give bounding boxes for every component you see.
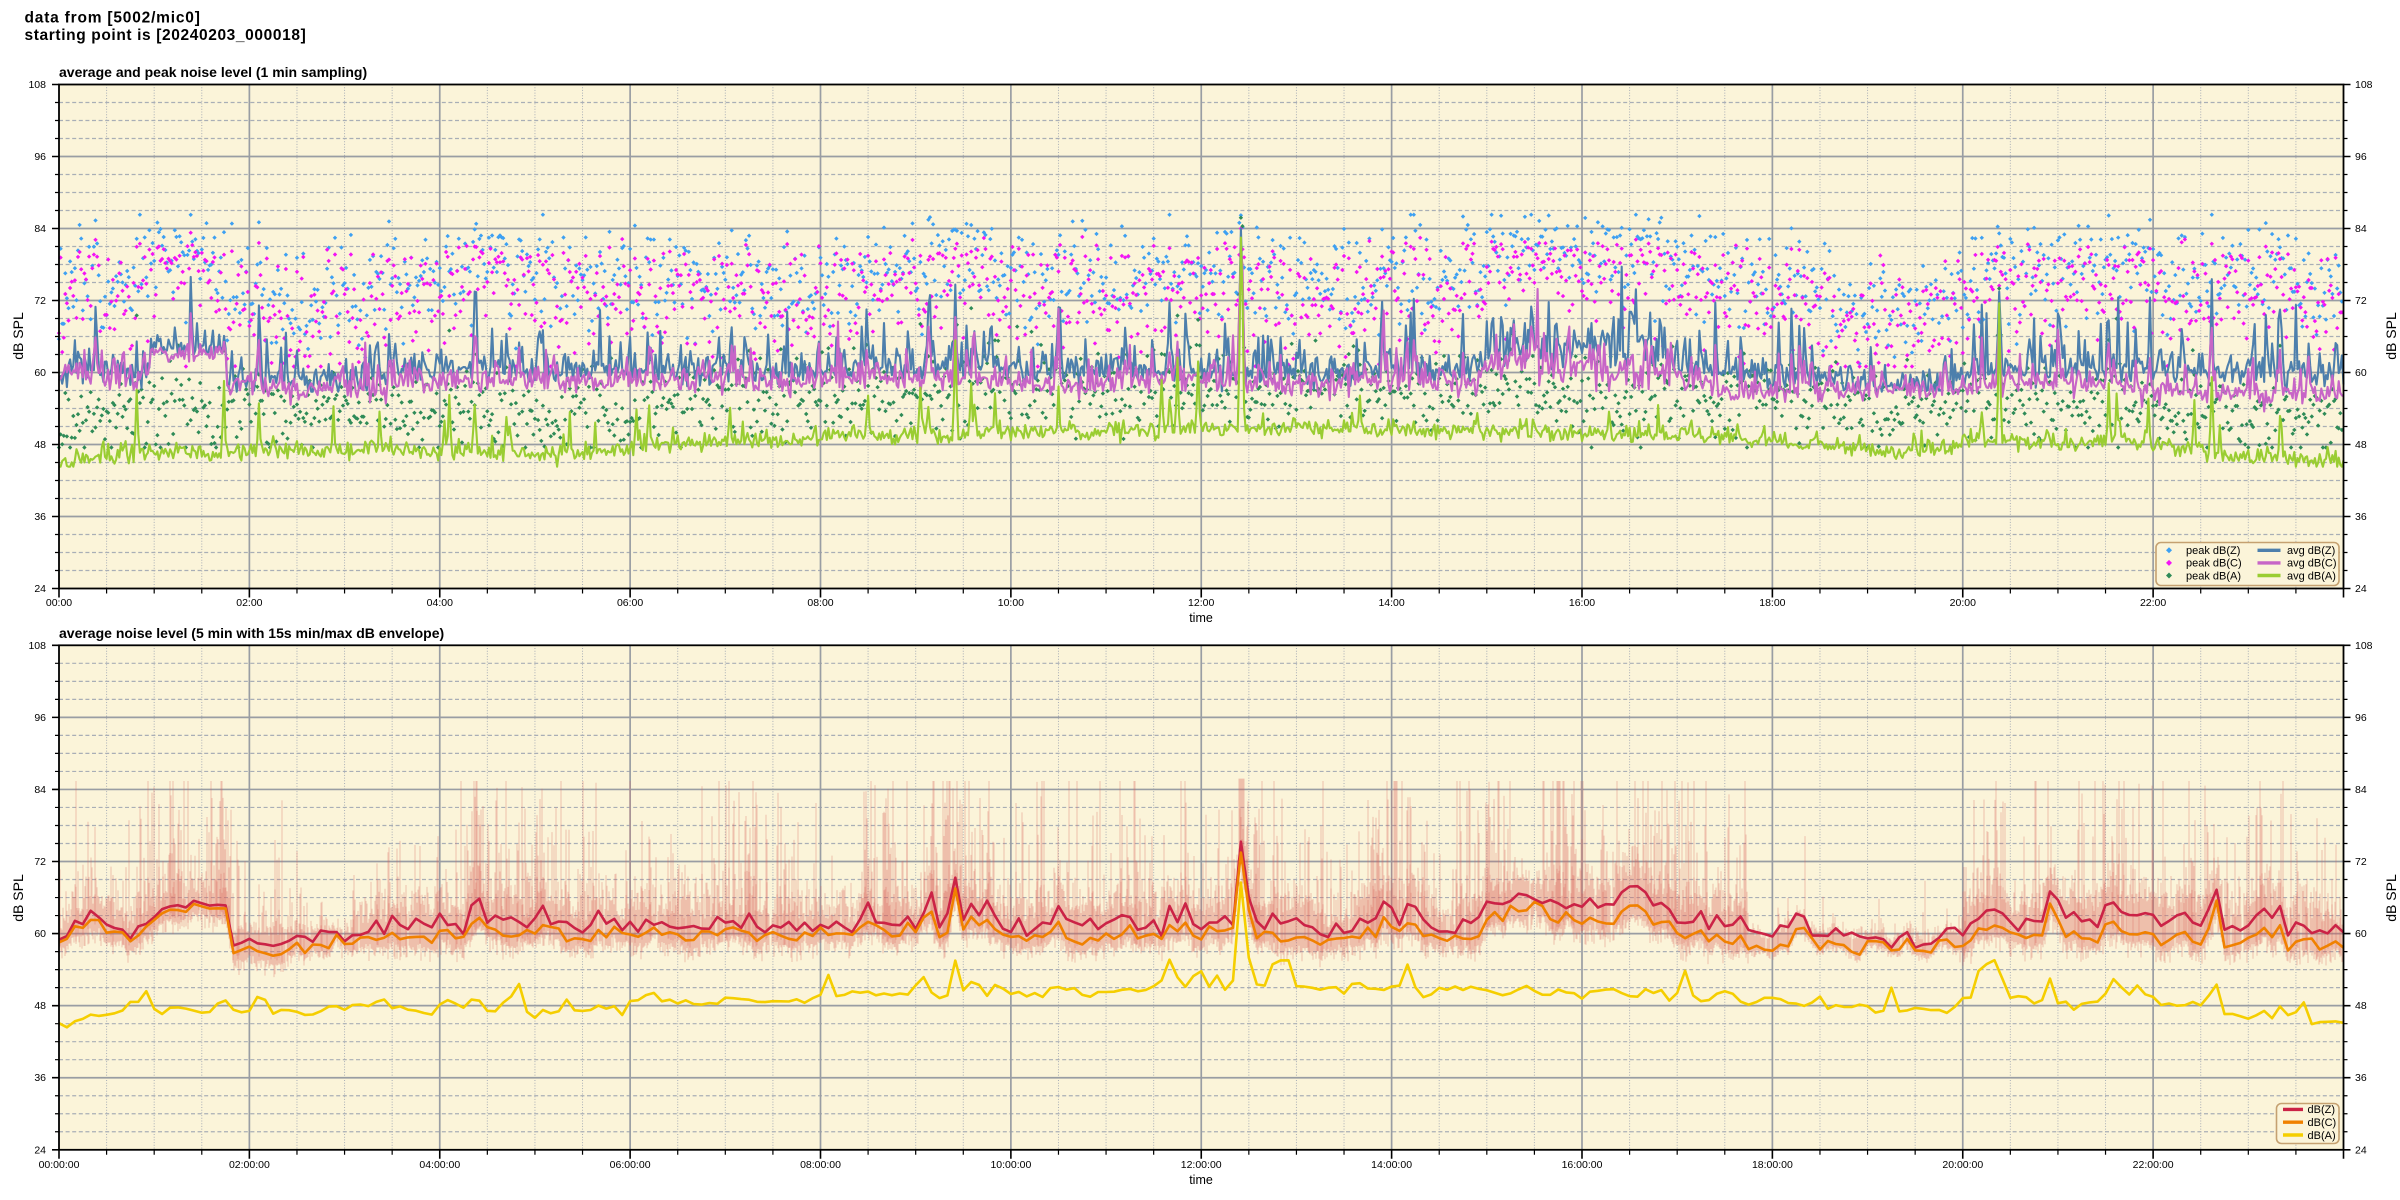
svg-text:96: 96 [2355, 712, 2367, 724]
svg-text:84: 84 [34, 784, 46, 796]
svg-text:08:00: 08:00 [807, 597, 833, 609]
svg-text:48: 48 [34, 1000, 46, 1012]
svg-text:14:00:00: 14:00:00 [1371, 1159, 1412, 1171]
svg-text:36: 36 [34, 511, 46, 523]
svg-text:avg dB(C): avg dB(C) [2287, 558, 2337, 570]
svg-text:60: 60 [2355, 928, 2367, 940]
svg-text:84: 84 [2355, 784, 2367, 796]
svg-text:time: time [1189, 611, 1213, 625]
svg-text:12:00: 12:00 [1188, 597, 1214, 609]
svg-text:avg dB(Z): avg dB(Z) [2287, 545, 2335, 557]
svg-text:00:00: 00:00 [46, 597, 72, 609]
svg-text:36: 36 [2355, 1072, 2367, 1084]
svg-text:16:00: 16:00 [1569, 597, 1595, 609]
svg-text:dB SPL: dB SPL [2383, 312, 2399, 360]
svg-text:22:00: 22:00 [2140, 597, 2166, 609]
svg-text:36: 36 [34, 1072, 46, 1084]
svg-text:06:00: 06:00 [617, 597, 643, 609]
svg-text:peak dB(Z): peak dB(Z) [2186, 545, 2240, 557]
svg-text:18:00: 18:00 [1759, 597, 1785, 609]
svg-text:24: 24 [34, 583, 46, 595]
svg-text:time: time [1189, 1173, 1213, 1187]
svg-text:108: 108 [2355, 79, 2373, 91]
svg-text:avg dB(A): avg dB(A) [2287, 570, 2336, 582]
svg-text:04:00:00: 04:00:00 [419, 1159, 460, 1171]
svg-text:20:00: 20:00 [1950, 597, 1976, 609]
svg-text:14:00: 14:00 [1378, 597, 1404, 609]
svg-text:10:00:00: 10:00:00 [990, 1159, 1031, 1171]
svg-text:108: 108 [28, 640, 46, 652]
svg-text:60: 60 [34, 928, 46, 940]
svg-text:dB(A): dB(A) [2308, 1130, 2336, 1142]
svg-text:16:00:00: 16:00:00 [1562, 1159, 1603, 1171]
svg-text:average and peak noise level (: average and peak noise level (1 min samp… [59, 64, 367, 80]
svg-text:18:00:00: 18:00:00 [1752, 1159, 1793, 1171]
svg-text:48: 48 [2355, 1000, 2367, 1012]
svg-text:48: 48 [34, 439, 46, 451]
svg-text:24: 24 [34, 1144, 46, 1156]
svg-text:starting point is [20240203_00: starting point is [20240203_000018] [25, 27, 307, 44]
svg-text:06:00:00: 06:00:00 [610, 1159, 651, 1171]
svg-text:96: 96 [2355, 151, 2367, 163]
svg-text:dB SPL: dB SPL [10, 312, 26, 360]
svg-text:00:00:00: 00:00:00 [39, 1159, 80, 1171]
svg-text:72: 72 [34, 295, 46, 307]
svg-text:60: 60 [34, 367, 46, 379]
svg-text:08:00:00: 08:00:00 [800, 1159, 841, 1171]
svg-text:02:00: 02:00 [236, 597, 262, 609]
svg-text:84: 84 [2355, 223, 2367, 235]
svg-text:60: 60 [2355, 367, 2367, 379]
svg-text:24: 24 [2355, 583, 2367, 595]
svg-text:48: 48 [2355, 439, 2367, 451]
svg-text:04:00: 04:00 [427, 597, 453, 609]
svg-text:dB SPL: dB SPL [2383, 874, 2399, 922]
svg-text:dB SPL: dB SPL [10, 874, 26, 922]
svg-text:peak dB(C): peak dB(C) [2186, 558, 2242, 570]
svg-text:72: 72 [2355, 856, 2367, 868]
svg-text:22:00:00: 22:00:00 [2133, 1159, 2174, 1171]
svg-text:20:00:00: 20:00:00 [1942, 1159, 1983, 1171]
svg-text:24: 24 [2355, 1144, 2367, 1156]
svg-text:02:00:00: 02:00:00 [229, 1159, 270, 1171]
svg-text:72: 72 [2355, 295, 2367, 307]
svg-text:108: 108 [2355, 640, 2373, 652]
svg-text:peak dB(A): peak dB(A) [2186, 570, 2241, 582]
svg-text:108: 108 [28, 79, 46, 91]
svg-text:dB(Z): dB(Z) [2308, 1104, 2336, 1116]
svg-text:dB(C): dB(C) [2308, 1117, 2337, 1129]
svg-text:72: 72 [34, 856, 46, 868]
svg-text:96: 96 [34, 151, 46, 163]
svg-text:84: 84 [34, 223, 46, 235]
svg-text:36: 36 [2355, 511, 2367, 523]
svg-text:10:00: 10:00 [998, 597, 1024, 609]
svg-text:average noise level (5 min wit: average noise level (5 min with 15s min/… [59, 625, 444, 641]
svg-text:96: 96 [34, 712, 46, 724]
svg-text:12:00:00: 12:00:00 [1181, 1159, 1222, 1171]
svg-text:data from [5002/mic0]: data from [5002/mic0] [25, 10, 201, 27]
